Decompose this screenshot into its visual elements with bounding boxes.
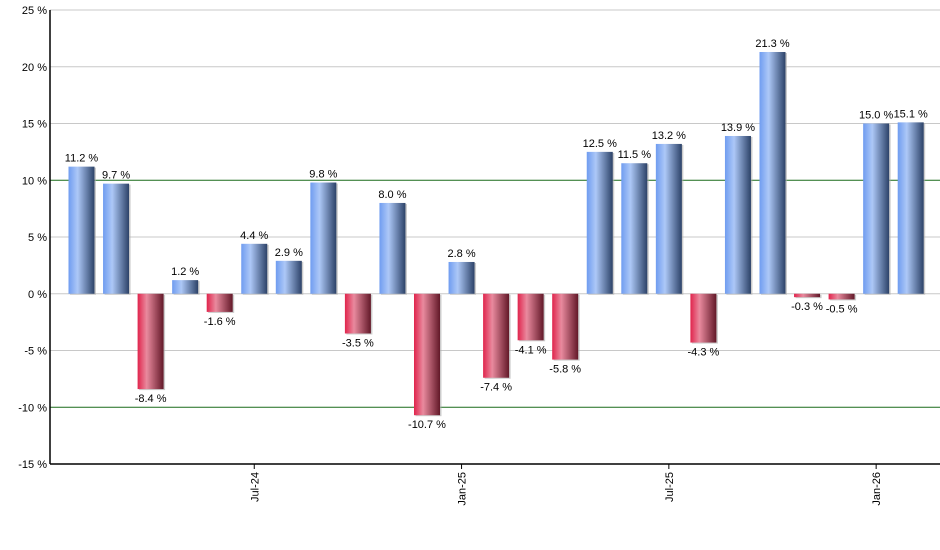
data-label: 8.0 % [378,189,406,201]
bar [724,135,751,294]
x-tick-label: Jan-26 [871,472,883,506]
data-label: -10.7 % [408,419,446,431]
bar [794,293,821,298]
y-tick-label: 5 % [28,232,47,244]
data-label: 12.5 % [583,138,617,150]
y-tick-label: -5 % [24,346,47,358]
bar [759,51,786,294]
data-label: 13.9 % [721,122,755,134]
bar [517,293,544,341]
data-label: 2.9 % [275,247,303,259]
data-label: -0.3 % [791,301,823,313]
bar [897,122,924,294]
bar [414,293,440,416]
bar [206,293,233,312]
x-tick-label: Jan-25 [457,472,469,506]
bar [863,123,890,294]
data-label: -3.5 % [342,337,374,349]
data-label: 11.2 % [65,153,99,165]
data-label: 11.5 % [618,149,652,161]
bar [552,293,579,360]
data-label: -8.4 % [135,393,167,405]
y-tick-label: 0 % [28,289,47,301]
bar [275,260,302,294]
y-tick-label: -10 % [18,402,47,414]
bar [621,163,648,294]
y-tick-label: -15 % [18,459,47,471]
bar [344,293,371,334]
data-label: -0.5 % [826,303,858,315]
bar [241,243,268,294]
x-tick-label: Jul-24 [249,472,261,502]
bar [379,202,406,294]
bar [68,166,95,294]
y-tick-label: 15 % [22,119,47,131]
bar [655,143,682,294]
data-labels: 11.2 %9.7 % -8.4 % 1.2 % -1.6 % 4.4 % 2.9 % 9.… [65,38,928,431]
data-label: 9.8 % [309,169,337,181]
bar [137,293,164,390]
data-label: -7.4 % [480,382,512,394]
data-label: -5.8 % [549,364,581,376]
bar [828,293,855,300]
bar [448,261,475,294]
bar [310,182,337,294]
data-label: 2.8 % [447,248,475,260]
data-label: 4.4 % [240,230,268,242]
data-label: 9.7 % [102,170,130,182]
bar [172,280,199,294]
data-label: -4.3 % [688,347,720,359]
bar [690,293,717,343]
y-tick-label: 25 % [22,5,47,17]
data-label: -4.1 % [515,344,547,356]
data-label: 13.2 % [652,130,686,142]
bar [586,151,613,294]
y-tick-label: 10 % [22,175,47,187]
data-label: 15.1 % [894,108,928,120]
y-tick-label: 20 % [22,62,47,74]
data-label: -1.6 % [204,316,236,328]
x-tick-label: Jul-25 [664,472,676,502]
data-label: 1.2 % [171,266,199,278]
bar [483,293,510,378]
data-label: 21.3 % [755,38,789,50]
axes: -15 % -10 % -5 % 0 % 5 % 10 % 15 % 20 % 25 % Jul-… [18,5,940,506]
data-label: 15.0 % [859,110,893,122]
bar [103,183,130,294]
bars [68,51,926,417]
